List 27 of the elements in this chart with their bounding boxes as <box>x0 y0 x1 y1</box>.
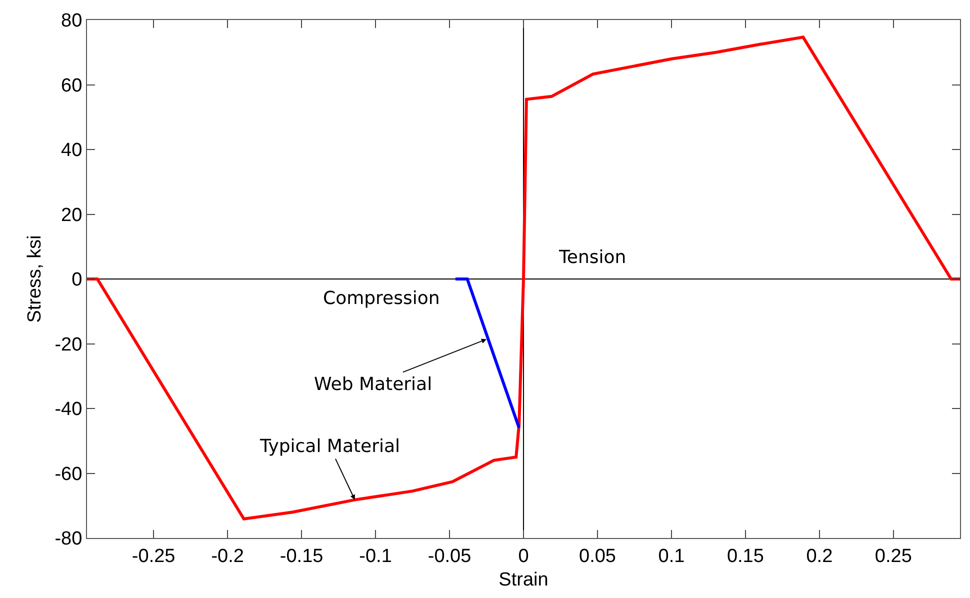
x-tick-label: -0.05 <box>428 546 472 567</box>
y-tick-label: -60 <box>54 464 82 485</box>
x-tick-label: -0.15 <box>280 546 324 567</box>
x-tick-label: -0.2 <box>211 546 244 567</box>
y-tick-label: 40 <box>61 140 82 162</box>
x-tick-label: -0.25 <box>132 546 176 567</box>
x-tick-label: -0.1 <box>359 546 392 567</box>
x-tick-label: 0.05 <box>578 546 616 567</box>
x-tick-label: 0.25 <box>874 546 912 567</box>
y-tick-label: 60 <box>61 75 82 96</box>
y-tick-label: -20 <box>54 334 82 356</box>
x-tick-label: 0.2 <box>806 546 833 567</box>
y-tick-label: -40 <box>54 399 82 420</box>
x-tick-label: 0.15 <box>726 546 764 567</box>
y-axis-title: Stress, ksi <box>24 235 46 323</box>
line-series <box>87 36 960 520</box>
x-tick-label: 0 <box>518 546 529 567</box>
y-tick-label: 0 <box>72 270 82 291</box>
annotation: Web Material <box>314 374 432 395</box>
x-axis-title: Strain <box>498 570 548 591</box>
y-tick-label: 20 <box>61 204 82 226</box>
y-tick-label: -80 <box>54 528 82 550</box>
annotation: Typical Material <box>259 436 400 457</box>
annotation: Compression <box>323 288 440 309</box>
x-tick-label: 0.1 <box>658 546 685 567</box>
y-tick-label: 80 <box>61 10 82 32</box>
annotation: Tension <box>558 247 626 268</box>
